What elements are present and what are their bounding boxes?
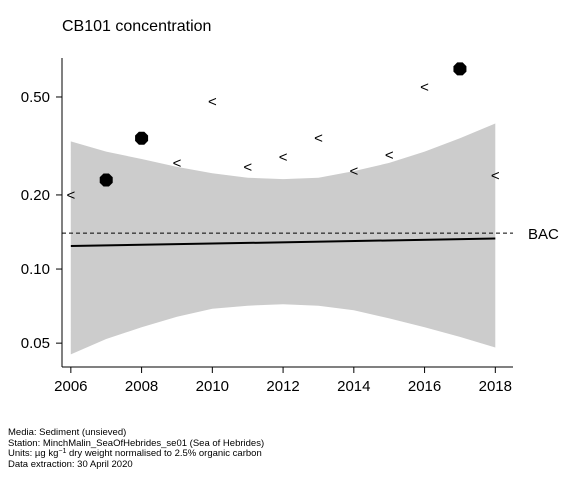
x-tick-label-2012: 2012 xyxy=(266,378,299,395)
footer-extraction: Data extraction: 30 April 2020 xyxy=(8,458,133,470)
x-tick-label-2016: 2016 xyxy=(408,378,441,395)
censored-point-2010: < xyxy=(208,93,217,110)
bac-reference-label: BAC xyxy=(528,226,559,243)
confidence-band xyxy=(70,123,496,355)
footer-media: Media: Sediment (unsieved) xyxy=(8,427,127,438)
confidence-band-layer xyxy=(70,123,496,355)
censored-point-2016: < xyxy=(420,79,429,96)
censored-point-2014: < xyxy=(349,163,358,180)
trend-line-layer xyxy=(70,237,496,248)
plot-area: BAC < < < < < < < < < < 0.05 0.10 0.20 0.50 2006 2008 2… xyxy=(21,58,559,395)
x-tick-label-2006: 2006 xyxy=(54,378,87,395)
trend-line xyxy=(70,237,496,248)
censored-point-2018: < xyxy=(491,167,500,184)
data-points-layer: < < < < < < < < < < xyxy=(66,62,500,204)
y-tick-label-0.20: 0.20 xyxy=(21,187,50,204)
axes-layer: 0.05 0.10 0.20 0.50 2006 2008 2010 2012 2014 2016… xyxy=(21,58,513,395)
censored-point-2006: < xyxy=(66,187,75,204)
censored-point-2012: < xyxy=(279,149,288,166)
x-tick-label-2010: 2010 xyxy=(196,378,229,395)
x-tick-label-2008: 2008 xyxy=(125,378,158,395)
chart-title: CB101 concentration xyxy=(62,18,212,35)
data-point-2008 xyxy=(135,131,149,145)
footer-notes: Media: Sediment (unsieved) Station: Minc… xyxy=(8,427,265,470)
footer-units-suffix: dry weight normalised to 2.5% organic ca… xyxy=(66,448,262,460)
footer-units-exponent: −1 xyxy=(58,448,67,456)
data-point-2017 xyxy=(453,62,467,76)
censored-point-2011: < xyxy=(243,159,252,176)
data-point-2007 xyxy=(99,173,113,187)
censored-point-2013: < xyxy=(314,130,323,147)
y-tick-label-0.50: 0.50 xyxy=(21,89,50,106)
reference-line-layer: BAC xyxy=(62,226,559,243)
x-tick-label-2018: 2018 xyxy=(479,378,512,395)
footer-units: Units: µg kg−1 dry weight normalised to … xyxy=(8,448,264,460)
y-tick-label-0.05: 0.05 xyxy=(21,335,50,352)
footer-station: Station: MinchMalin_SeaOfHebrides_se01 (… xyxy=(8,437,265,449)
censored-point-2009: < xyxy=(173,155,182,172)
x-tick-label-2014: 2014 xyxy=(337,378,370,395)
footer-units-prefix: Units: µg kg xyxy=(8,448,59,460)
y-tick-label-0.10: 0.10 xyxy=(21,261,50,278)
censored-point-2015: < xyxy=(385,147,394,164)
